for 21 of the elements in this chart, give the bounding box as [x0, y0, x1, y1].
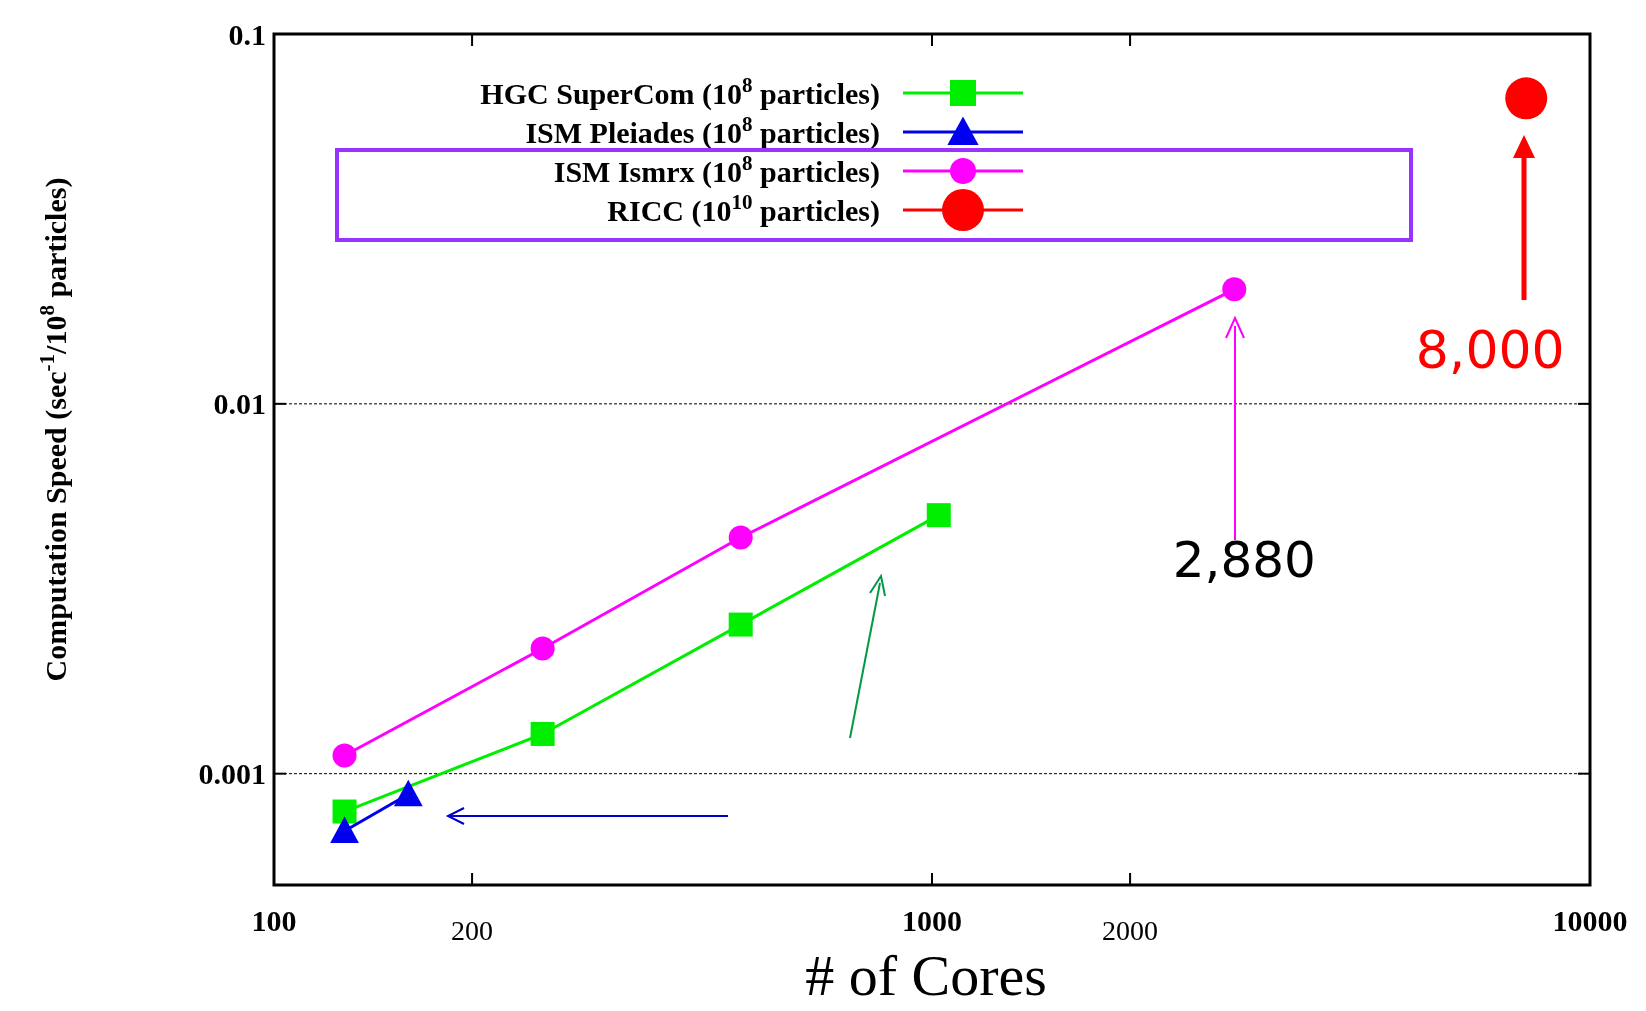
legend-label: HGC SuperCom (10$^{8}$ particles): [480, 72, 880, 111]
point: [530, 636, 555, 661]
annotation: 2,880: [1172, 531, 1316, 590]
y-tick-label: 0.01: [213, 387, 266, 421]
x-tick-label: 1000: [902, 904, 962, 937]
legend-label: ISM Ismrx (10$^{8}$ particles): [553, 150, 880, 189]
y-tick-label: 0.1: [228, 17, 266, 51]
legend-label: RICC (10$^{10}$ particles): [607, 189, 880, 228]
x-tick-label: 100: [251, 904, 297, 937]
x-axis-title: # of Cores: [805, 943, 1047, 1008]
point: [926, 503, 951, 528]
point: [530, 722, 555, 747]
annotation: 8,000: [1415, 319, 1565, 380]
point: [728, 525, 753, 550]
x-tick-label: 2000: [1102, 915, 1159, 946]
point: [728, 612, 753, 637]
x-tick-label: 200: [451, 915, 494, 946]
legend-label: ISM Pleiades (10$^{8}$ particles): [525, 111, 880, 150]
y-tick-label: 0.001: [198, 757, 266, 791]
point: [332, 743, 357, 768]
x-tick-label: 10000: [1552, 904, 1628, 937]
